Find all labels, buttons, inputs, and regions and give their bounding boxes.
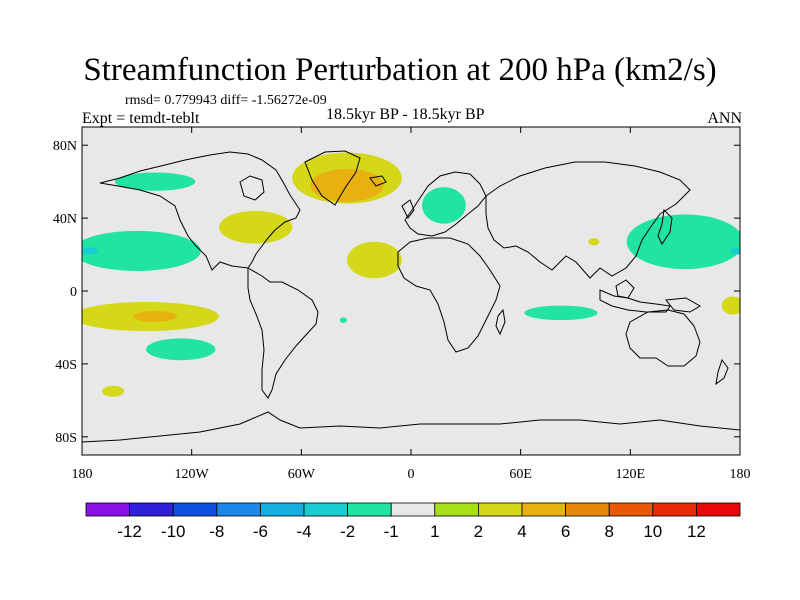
colorbar-swatch bbox=[608, 502, 654, 517]
coastlines bbox=[82, 150, 740, 443]
colorbar-label: -6 bbox=[253, 522, 268, 541]
y-tick-label: 40N bbox=[53, 212, 77, 227]
colorbar-swatch bbox=[347, 502, 392, 517]
colorbar-swatch bbox=[390, 502, 436, 517]
coast-hudson-bay bbox=[239, 175, 265, 201]
colorbar-label: -8 bbox=[209, 522, 224, 541]
colorbar-swatch bbox=[434, 502, 479, 517]
region-south-pacific-core bbox=[133, 311, 178, 322]
colorbar-swatch bbox=[652, 502, 697, 517]
colorbar-swatch bbox=[521, 502, 566, 517]
colorbar-swatch bbox=[696, 502, 741, 517]
y-tick-label: 80S bbox=[55, 431, 77, 446]
region-south-pacific-negative bbox=[145, 338, 216, 361]
coast-africa bbox=[397, 237, 501, 353]
region-brazil-negative bbox=[339, 317, 348, 323]
coast-antarctica bbox=[82, 411, 740, 443]
region-north-pacific-negative bbox=[82, 230, 201, 271]
colorbar-swatch bbox=[172, 502, 218, 517]
region-alaska-negative bbox=[114, 172, 196, 191]
coast-new-zealand bbox=[715, 358, 729, 386]
x-tick-label: 0 bbox=[408, 467, 415, 482]
coast-new-guinea bbox=[665, 297, 701, 313]
coast-greenland bbox=[304, 150, 361, 206]
colorbar-label: 4 bbox=[517, 522, 526, 541]
coast-asia bbox=[485, 161, 691, 279]
x-tick-label: 180 bbox=[72, 467, 93, 482]
region-europe-negative bbox=[421, 187, 466, 224]
colorbar-label: -10 bbox=[161, 522, 186, 541]
coast-borneo bbox=[615, 279, 635, 299]
coast-iceland bbox=[369, 175, 387, 187]
x-tick-label: 120E bbox=[616, 467, 646, 482]
colorbar-swatch bbox=[259, 502, 305, 517]
y-tick-label: 0 bbox=[70, 285, 77, 300]
colorbar-label: 12 bbox=[687, 522, 706, 541]
coast-britain bbox=[401, 199, 415, 219]
region-date-line-positive bbox=[721, 296, 740, 315]
colorbar-swatch bbox=[477, 502, 523, 517]
coast-australia bbox=[625, 309, 701, 367]
region-west-africa-positive bbox=[347, 241, 402, 279]
colorbar-swatch bbox=[565, 502, 610, 517]
season-label: ANN bbox=[707, 110, 742, 127]
region-west-pacific-core bbox=[730, 247, 740, 255]
coast-japan bbox=[657, 208, 673, 245]
coast-madagascar bbox=[495, 308, 506, 336]
colorbar-swatch bbox=[85, 502, 130, 517]
colorbar: -12 -10 -8 -6 -4 -2 -1 1 2 4 6 8 10 12 bbox=[85, 502, 741, 541]
colorbar-label: -1 bbox=[384, 522, 399, 541]
colorbar-label: 10 bbox=[643, 522, 662, 541]
region-north-america-positive bbox=[219, 210, 293, 244]
colorbar-swatch bbox=[303, 502, 348, 517]
contour-fields bbox=[82, 152, 740, 397]
axes: 180 120W 60W 0 60E 120E 180 80N 40N 0 40S 80S bbox=[53, 127, 751, 482]
stats-label: rmsd= 0.779943 diff= -1.56272e-09 bbox=[125, 93, 327, 108]
y-tick-label: 80N bbox=[53, 139, 77, 154]
x-tick-label: 60E bbox=[509, 467, 532, 482]
colorbar-swatch bbox=[129, 502, 174, 517]
colorbar-label: 8 bbox=[604, 522, 613, 541]
colorbar-swatch bbox=[216, 502, 261, 517]
colorbar-label: 1 bbox=[430, 522, 439, 541]
colorbar-label: 2 bbox=[474, 522, 483, 541]
x-tick-label: 120W bbox=[175, 467, 210, 482]
coast-north-america bbox=[99, 151, 301, 271]
colorbar-label: 6 bbox=[561, 522, 570, 541]
region-south-pacific-west bbox=[102, 385, 125, 397]
colorbar-label: -4 bbox=[296, 522, 311, 541]
colorbar-label: -12 bbox=[117, 522, 142, 541]
period-label: 18.5kyr BP - 18.5kyr BP bbox=[326, 106, 485, 123]
region-tibet-positive bbox=[588, 238, 600, 246]
coast-south-america bbox=[247, 267, 319, 399]
experiment-label: Expt = temdt-teblt bbox=[82, 110, 200, 127]
x-tick-label: 60W bbox=[288, 467, 316, 482]
region-west-pacific-negative bbox=[626, 214, 740, 270]
chart-title: Streamfunction Perturbation at 200 hPa (… bbox=[83, 52, 717, 88]
region-indian-ocean-negative bbox=[524, 305, 598, 321]
y-tick-label: 40S bbox=[55, 358, 77, 373]
x-tick-label: 180 bbox=[730, 467, 751, 482]
region-north-pacific-core bbox=[82, 247, 99, 255]
colorbar-label: -2 bbox=[340, 522, 355, 541]
